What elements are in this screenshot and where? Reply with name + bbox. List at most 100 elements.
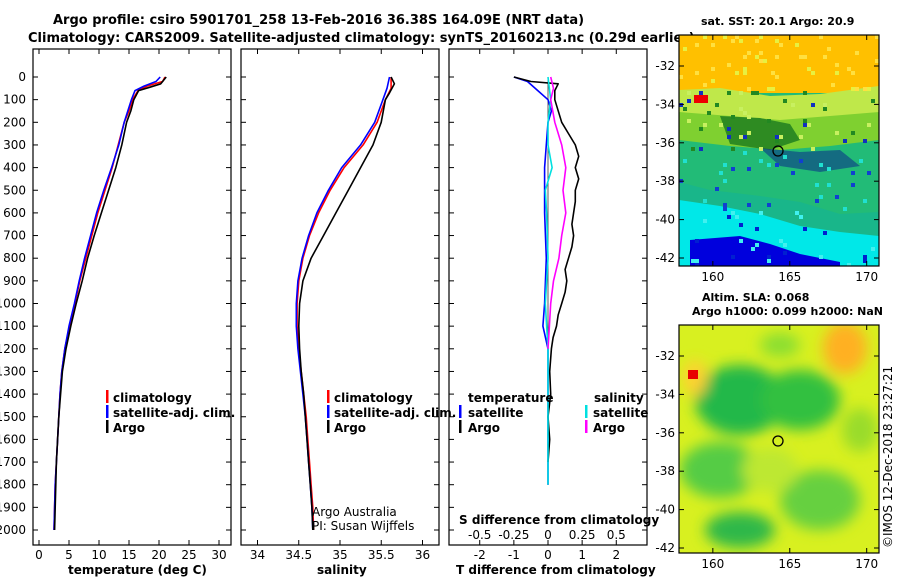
sst-pixel — [875, 35, 879, 39]
sst-pixel — [767, 259, 771, 263]
sst-pixel — [807, 123, 811, 127]
sst-pixel — [731, 147, 735, 151]
sst-pixel — [795, 43, 799, 47]
legend-satellite-label: satellite-adj. clim. — [113, 406, 235, 420]
legend-swatch-climatology — [327, 390, 330, 403]
sst-pixel — [771, 71, 775, 75]
sst-pixel — [863, 259, 867, 263]
depth-tick-label: 1900 — [0, 500, 26, 514]
x-tick-label: 0 — [544, 548, 552, 562]
sst-pixel — [703, 83, 707, 87]
sst-pixel — [823, 231, 827, 235]
x-tick-label: 2 — [612, 548, 620, 562]
sst-pixel — [819, 255, 823, 259]
sst-pixel — [755, 243, 759, 247]
depth-tick-label: 1800 — [0, 478, 26, 492]
map-lat-label: -32 — [655, 59, 675, 73]
legend-s-argo-label: Argo — [593, 421, 625, 435]
legend-salinity-heading: salinity — [594, 391, 644, 405]
sst-pixel — [703, 123, 707, 127]
depth-tick-label: 700 — [3, 229, 26, 243]
difference-legend: temperature satellite Argo salinity sate… — [459, 391, 648, 435]
sst-pixel — [727, 215, 731, 219]
sst-pixel — [811, 71, 815, 75]
sst-pixel — [719, 171, 723, 175]
temperature-axis-label: temperature (deg C) — [68, 563, 207, 577]
sst-pixel — [703, 35, 707, 39]
sst-pixel — [731, 115, 735, 119]
sst-pixel — [775, 163, 779, 167]
legend-temperature-heading: temperature — [468, 391, 553, 405]
sst-pixel — [835, 195, 839, 199]
sst-pixel — [819, 163, 823, 167]
sst-pixel — [727, 135, 731, 139]
sst-pixel — [775, 139, 779, 143]
sst-pixel — [791, 103, 795, 107]
sst-pixel — [755, 227, 759, 231]
sst-pixel — [835, 71, 839, 75]
sst-pixel — [767, 119, 771, 123]
legend-s-satellite-label: satellite — [593, 406, 648, 420]
sst-pixel — [679, 75, 683, 79]
sst-pixel — [779, 239, 783, 243]
sst-pixel — [747, 203, 751, 207]
x-tick-label: 15 — [121, 548, 136, 562]
sst-pixel — [743, 67, 747, 71]
sst-pixel — [867, 87, 871, 91]
sst-pixel — [823, 107, 827, 111]
sst-pixel — [747, 131, 751, 135]
legend-swatch-s-satellite — [585, 405, 588, 418]
sst-pixel — [871, 247, 875, 251]
salinity-panel-frame — [240, 48, 440, 546]
sst-pixel — [875, 59, 879, 63]
map-lat-label: -32 — [655, 349, 675, 363]
sst-pixel — [791, 171, 795, 175]
depth-tick-label: 1300 — [0, 364, 26, 378]
sst-pixel — [855, 87, 859, 91]
sst-pixel — [851, 183, 855, 187]
map-lat-label: -40 — [655, 503, 675, 517]
map-lat-label: -40 — [655, 213, 675, 227]
sst-pixel — [755, 39, 759, 43]
sst-pixel — [783, 99, 787, 103]
sst-pixel — [735, 71, 739, 75]
legend-swatch-argo — [327, 420, 330, 433]
sst-pixel — [779, 43, 783, 47]
sst-pixel — [811, 103, 815, 107]
sst-pixel — [743, 55, 747, 59]
s-difference-axis-label: S difference from climatology — [459, 513, 659, 527]
sst-pixel — [871, 99, 875, 103]
depth-tick-label: 200 — [3, 115, 26, 129]
depth-tick-label: 1700 — [0, 455, 26, 469]
map-lat-label: -36 — [655, 136, 675, 150]
sst-pixel — [731, 39, 735, 43]
x-tick-label: 10 — [91, 548, 106, 562]
series-line-t-satellite — [513, 76, 553, 485]
legend-satellite-label: satellite-adj. clim. — [334, 406, 456, 420]
sst-pixel — [775, 55, 779, 59]
map-ticks: 160 165 170 -32 -34 -36 -38 -40 -42 160 165 170 -32 -… — [655, 35, 879, 571]
sst-pixel — [695, 263, 699, 266]
sst-pixel — [731, 211, 735, 215]
legend-t-satellite-label: satellite — [468, 406, 523, 420]
sst-pixel — [683, 107, 687, 111]
depth-tick-label: 800 — [3, 251, 26, 265]
temperature-legend: climatology satellite-adj. clim. Argo — [106, 390, 235, 435]
title-line-1: Argo profile: csiro 5901701_258 13-Feb-2… — [53, 13, 584, 28]
sst-pixel — [863, 87, 867, 91]
sst-pixel — [683, 47, 687, 51]
sst-pixel — [759, 147, 763, 151]
series-line-climatology — [53, 76, 166, 531]
s-tick-label: -0.5 — [468, 528, 491, 542]
depth-tick-label: 500 — [3, 183, 26, 197]
legend-argo-label: Argo — [113, 421, 145, 435]
map-lon-label: 160 — [701, 270, 724, 284]
depth-tick-label: 100 — [3, 93, 26, 107]
sst-pixel — [807, 67, 811, 71]
sst-pixel — [759, 211, 763, 215]
sst-pixel — [803, 55, 807, 59]
sst-pixel — [751, 91, 755, 95]
depth-tick-label: 1200 — [0, 342, 26, 356]
sst-pixel — [847, 263, 851, 266]
